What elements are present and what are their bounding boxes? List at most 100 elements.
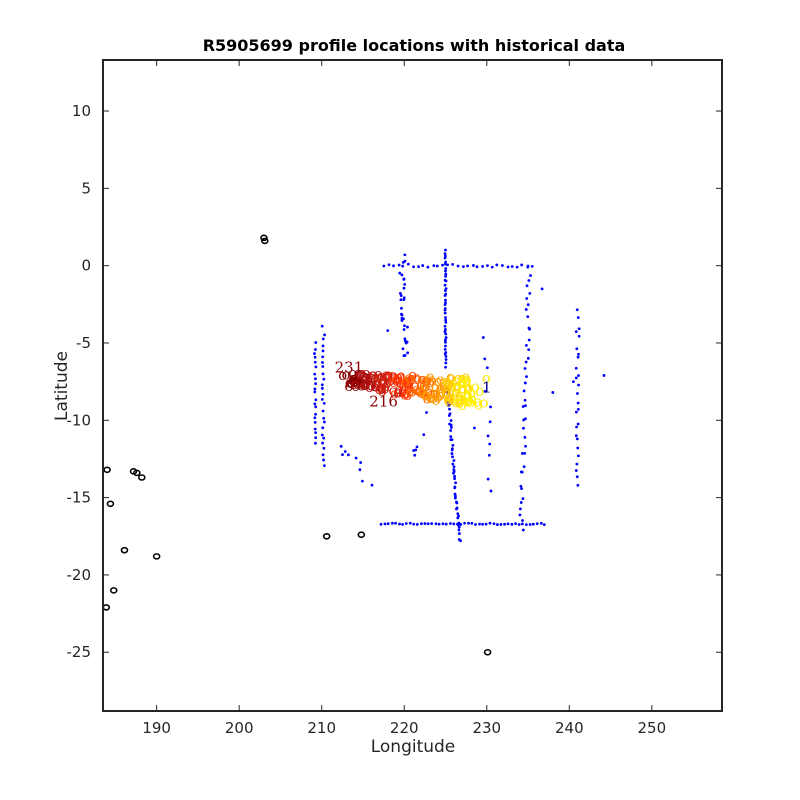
historical-point	[510, 522, 514, 526]
historical-point	[521, 405, 525, 408]
historical-point	[446, 400, 450, 404]
profile-marker: o	[415, 382, 424, 400]
historical-point	[313, 360, 317, 364]
profile-marker: o	[369, 366, 378, 384]
profile-marker: o	[465, 391, 474, 409]
historical-point	[321, 361, 324, 364]
profile-marker: o	[419, 370, 428, 388]
profile-marker: o	[367, 371, 376, 389]
profile-marker: o	[442, 372, 451, 390]
historical-point	[360, 479, 364, 483]
historical-point	[447, 404, 450, 408]
profile-marker: o	[403, 376, 412, 394]
profile-marker: o	[370, 377, 379, 395]
historical-point	[443, 256, 447, 260]
profile-marker: o	[388, 382, 397, 400]
profile-marker: o	[354, 371, 363, 389]
historical-point	[444, 336, 448, 339]
historical-point	[314, 436, 318, 440]
profile-marker: o	[417, 370, 426, 388]
historical-point	[443, 311, 447, 315]
profile-marker: o	[401, 377, 410, 395]
historical-point	[522, 389, 526, 393]
profile-marker: o	[462, 387, 471, 405]
historical-point	[576, 408, 580, 411]
profile-marker: o	[378, 371, 387, 389]
historical-point	[526, 303, 530, 307]
historical-point	[527, 338, 531, 342]
historical-point	[313, 402, 317, 406]
profile-marker: o	[338, 366, 347, 384]
x-tick-label: 220	[390, 719, 419, 737]
historical-point	[490, 265, 494, 269]
historical-point	[520, 522, 524, 526]
historical-point	[575, 462, 579, 466]
historical-point	[527, 279, 531, 282]
island-outline	[152, 553, 161, 560]
historical-point	[386, 522, 390, 526]
historical-point	[443, 324, 447, 328]
historical-point	[322, 464, 326, 468]
profile-marker: o	[378, 379, 387, 397]
island-outline	[120, 546, 129, 554]
profile-marker: o	[460, 370, 469, 388]
historical-point	[524, 404, 527, 408]
historical-point	[402, 277, 406, 281]
profile-marker: o	[375, 380, 384, 398]
profile-marker: o	[412, 368, 421, 386]
historical-point	[435, 264, 439, 268]
profile-marker: o	[362, 364, 371, 382]
historical-point	[441, 522, 445, 526]
y-tick-label: -10	[67, 411, 92, 429]
historical-point	[420, 522, 423, 526]
historical-point	[523, 367, 527, 370]
profile-marker: o	[377, 367, 386, 385]
island-outline	[103, 466, 111, 474]
historical-point	[474, 523, 477, 526]
historical-point	[443, 330, 447, 333]
profile-marker: o	[393, 383, 402, 401]
profile-marker: o	[453, 377, 462, 395]
historical-point	[443, 252, 447, 256]
profile-marker: o	[413, 369, 422, 387]
historical-point	[314, 405, 318, 409]
profile-marker: o	[359, 374, 368, 392]
historical-point	[467, 521, 470, 525]
historical-point	[444, 365, 447, 369]
historical-point	[542, 523, 546, 527]
historical-point	[574, 366, 578, 370]
historical-point	[576, 422, 580, 426]
profile-marker: o	[414, 382, 423, 400]
profile-marker: o	[389, 373, 398, 391]
historical-point	[506, 522, 510, 526]
historical-point	[530, 264, 534, 268]
historical-point	[575, 347, 579, 351]
profile-marker: o	[364, 371, 373, 389]
profile-marker: o	[421, 386, 430, 404]
historical-point	[522, 426, 525, 430]
historical-point	[320, 383, 324, 387]
profile-marker: o	[394, 380, 403, 398]
historical-point	[457, 532, 461, 535]
historical-point	[321, 349, 325, 353]
historical-point	[577, 352, 580, 356]
historical-point	[526, 356, 530, 360]
historical-point	[449, 425, 453, 429]
profile-marker: o	[412, 380, 421, 398]
profile-marker: o	[346, 373, 355, 391]
profile-marker: o	[374, 365, 383, 383]
historical-point	[313, 416, 317, 420]
profile-marker: o	[379, 373, 388, 391]
historical-point	[430, 522, 434, 525]
historical-point	[320, 386, 324, 390]
historical-point	[449, 419, 453, 422]
historical-point	[575, 308, 579, 312]
historical-point	[481, 265, 485, 268]
y-tick-label: -5	[76, 334, 91, 352]
profile-marker: o	[422, 386, 431, 404]
historical-point	[484, 522, 488, 526]
historical-point	[526, 264, 530, 268]
historical-point	[523, 435, 527, 439]
historical-point	[452, 459, 456, 462]
y-axis-label: Latitude	[52, 351, 72, 421]
